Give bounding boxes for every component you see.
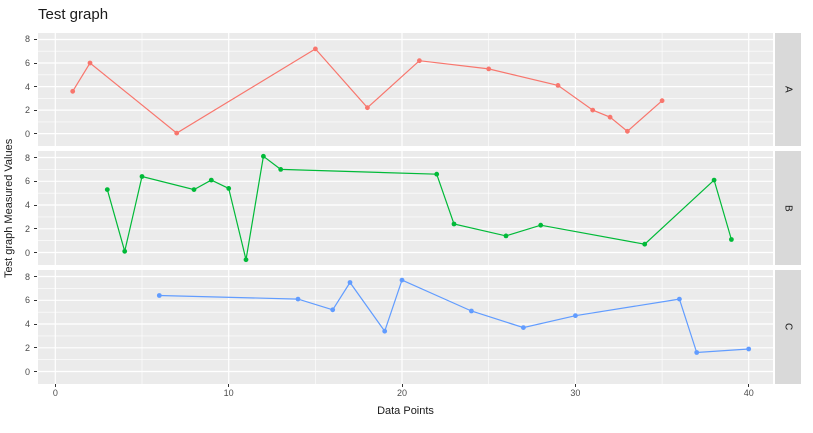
series-line-B (106, 155, 732, 260)
data-point (156, 293, 162, 298)
data-point (191, 187, 197, 192)
x-tick-label: 10 (223, 388, 234, 398)
data-point (139, 174, 145, 179)
data-point (104, 187, 110, 192)
y-tick-label: 4 (24, 200, 30, 211)
y-tick-label: 4 (24, 81, 30, 92)
y-tick-label: 0 (24, 128, 30, 139)
facet-panel-C (38, 270, 773, 384)
data-point (278, 167, 284, 172)
data-point (243, 257, 249, 263)
y-tick-mark (34, 323, 37, 325)
facet-strip-label: B (782, 204, 794, 212)
data-point (70, 88, 76, 94)
data-point (590, 107, 596, 113)
data-point (711, 177, 717, 183)
data-point (122, 248, 128, 254)
facet-strip-C: C (775, 270, 801, 384)
y-tick-mark (34, 86, 37, 88)
data-point (226, 186, 232, 191)
data-point (538, 222, 544, 228)
x-tick-label: 0 (52, 388, 58, 398)
data-point (694, 350, 700, 355)
x-axis-title: Data Points (377, 405, 434, 417)
data-point (295, 296, 301, 302)
data-point (555, 83, 561, 88)
data-point (729, 237, 734, 242)
y-tick-label: 8 (24, 34, 30, 45)
data-point (347, 280, 353, 285)
y-tick-mark (34, 276, 37, 278)
data-point (87, 60, 93, 66)
series-line-A (72, 48, 663, 134)
facet-panel-A (38, 33, 773, 146)
data-point (382, 328, 388, 334)
y-tick-label: 6 (24, 176, 30, 187)
y-tick-mark (34, 157, 37, 159)
y-tick-mark (34, 228, 37, 230)
data-point (261, 153, 266, 159)
data-point (417, 58, 422, 64)
y-tick-mark (34, 62, 37, 64)
data-point (607, 114, 613, 120)
facet-panel-B (38, 151, 773, 265)
data-point (330, 307, 336, 313)
x-tick-mark (748, 384, 750, 387)
data-point (746, 346, 752, 352)
data-point (451, 221, 457, 227)
data-point (659, 98, 665, 104)
chart-title: Test graph (38, 6, 109, 23)
y-tick-mark (34, 180, 37, 182)
data-point (399, 277, 405, 283)
data-point (313, 46, 318, 52)
facet-strip-label: A (782, 86, 794, 93)
y-tick-mark (34, 252, 37, 254)
data-point (521, 325, 526, 330)
y-tick-label: 0 (24, 247, 30, 258)
data-point (625, 128, 630, 134)
y-tick-label: 2 (24, 105, 30, 116)
data-point (365, 105, 370, 111)
x-tick-mark (574, 384, 576, 387)
y-tick-label: 8 (24, 152, 30, 163)
y-tick-mark (34, 109, 37, 111)
x-tick-mark (228, 384, 230, 387)
y-tick-mark (34, 371, 37, 373)
data-point (208, 177, 214, 183)
data-point (573, 313, 578, 319)
y-tick-mark (34, 299, 37, 301)
y-tick-mark (34, 133, 37, 135)
y-tick-mark (34, 347, 37, 349)
facet-plot-C (38, 270, 773, 384)
data-point (174, 130, 180, 136)
data-point (434, 171, 440, 177)
series-line-C (159, 279, 749, 354)
y-tick-label: 4 (24, 319, 30, 330)
y-tick-label: 6 (24, 58, 30, 69)
facet-plot-B (38, 151, 773, 265)
y-tick-mark (34, 204, 37, 206)
x-tick-mark (401, 384, 403, 387)
y-tick-label: 2 (24, 223, 30, 234)
facet-plot-A (38, 33, 773, 146)
x-tick-label: 20 (397, 388, 408, 398)
data-point (503, 233, 509, 239)
data-point (486, 66, 492, 72)
y-tick-label: 0 (24, 366, 30, 377)
x-tick-label: 40 (743, 388, 754, 398)
y-tick-mark (34, 38, 37, 40)
facet-strip-B: B (775, 151, 801, 265)
y-tick-label: 6 (24, 295, 30, 306)
data-point (677, 296, 682, 302)
x-tick-mark (54, 384, 56, 387)
facet-strip-label: C (782, 323, 794, 331)
y-tick-label: 8 (24, 271, 30, 282)
x-tick-label: 30 (570, 388, 581, 398)
y-tick-label: 2 (24, 342, 30, 353)
data-point (642, 241, 648, 247)
data-point (469, 308, 474, 314)
facet-strip-A: A (775, 33, 801, 146)
